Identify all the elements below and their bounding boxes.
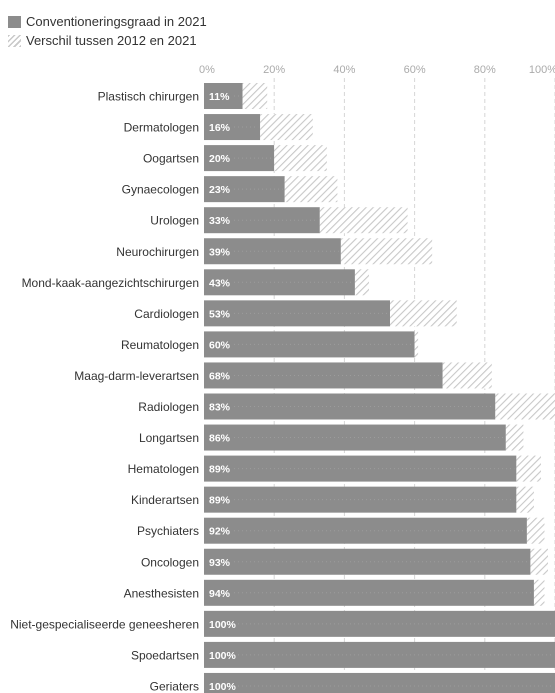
category-label: Maag-darm-leverartsen: [74, 369, 199, 383]
value-label: 86%: [209, 433, 231, 445]
bar-diff: [442, 362, 492, 389]
bar-diff: [319, 207, 408, 234]
x-axis-ticks: 0% 20% 40% 60% 80% 100%: [199, 64, 555, 76]
bar-current: [204, 517, 527, 544]
legend-label-current: Conventioneringsgraad in 2021: [26, 14, 207, 29]
bar-diff: [505, 424, 524, 451]
value-label: 23%: [209, 184, 231, 196]
value-label: 94%: [209, 588, 231, 600]
bar-current: [204, 207, 320, 234]
category-label: Geriaters: [150, 679, 199, 693]
category-label: Niet-gespecialiseerde geneesheren: [10, 617, 199, 631]
category-label: Kinderartsen: [131, 493, 199, 507]
category-label: Radiologen: [138, 400, 199, 414]
category-label: Longartsen: [139, 431, 199, 445]
bar-current: [204, 176, 285, 203]
category-label: Anesthesisten: [124, 586, 199, 600]
category-labels: Plastisch chirurgen Dermatologen Oogartsen…: [10, 90, 199, 693]
bar-current: [204, 672, 555, 693]
value-label: 89%: [209, 495, 231, 507]
value-label: 53%: [209, 308, 231, 320]
bar-diff: [260, 114, 313, 141]
bar-diff: [530, 548, 548, 575]
bar-current: [204, 393, 496, 420]
value-label: 100%: [209, 619, 237, 631]
legend-swatch-current: [8, 15, 21, 28]
category-label: Mond-kaak-aangezichtschirurgen: [22, 276, 199, 290]
category-label: Cardiologen: [134, 307, 199, 321]
legend-item-diff: Verschil tussen 2012 en 2021: [8, 31, 207, 50]
legend-label-diff: Verschil tussen 2012 en 2021: [26, 33, 197, 48]
category-label: Plastisch chirurgen: [98, 90, 199, 104]
category-label: Reumatologen: [121, 338, 199, 352]
bar-diff: [340, 238, 433, 265]
category-label: Urologen: [150, 214, 199, 228]
bar-diff: [526, 517, 545, 544]
value-label: 16%: [209, 122, 231, 134]
value-label: 83%: [209, 402, 231, 414]
value-label: 39%: [209, 246, 231, 258]
value-label: 92%: [209, 526, 231, 538]
value-label: 68%: [209, 370, 231, 382]
value-label: 93%: [209, 557, 231, 569]
category-label: Psychiaters: [137, 524, 199, 538]
x-tick-label: 100%: [529, 64, 555, 76]
value-label: 100%: [209, 681, 237, 693]
x-tick-label: 0%: [199, 64, 215, 76]
category-label: Oogartsen: [143, 152, 199, 166]
bar-current: [204, 579, 534, 606]
bars: 11% 16% 20% 23% 33% 39% 43% 53% 60% 68% 83% 86% 89% 8…: [204, 83, 555, 693]
bar-diff: [533, 579, 545, 606]
value-label: 100%: [209, 650, 237, 662]
x-tick-label: 80%: [474, 64, 496, 76]
bar-current: [204, 300, 391, 327]
legend-swatch-diff: [8, 34, 21, 47]
category-label: Oncologen: [141, 555, 199, 569]
bar-diff: [390, 300, 457, 327]
x-tick-label: 20%: [263, 64, 285, 76]
bar-current: [204, 486, 517, 513]
category-label: Dermatologen: [124, 121, 199, 135]
bar-diff: [516, 486, 534, 513]
value-label: 43%: [209, 277, 231, 289]
x-tick-label: 60%: [404, 64, 426, 76]
bar-diff: [495, 393, 555, 420]
bar-diff: [274, 145, 327, 172]
value-label: 60%: [209, 339, 231, 351]
category-label: Spoedartsen: [131, 648, 199, 662]
bar-diff: [516, 455, 541, 482]
bar-diff: [414, 331, 419, 358]
bar-current: [204, 269, 355, 296]
legend-item-current: Conventioneringsgraad in 2021: [8, 12, 207, 31]
bar-diff: [284, 176, 338, 203]
value-label: 20%: [209, 153, 231, 165]
category-label: Hematologen: [128, 462, 199, 476]
category-label: Neurochirurgen: [116, 245, 199, 259]
bar-diff: [354, 269, 369, 296]
category-label: Gynaecologen: [122, 183, 199, 197]
value-label: 33%: [209, 215, 231, 227]
value-label: 11%: [209, 91, 230, 103]
value-label: 89%: [209, 464, 231, 476]
bar-current: [204, 331, 415, 358]
bar-current: [204, 83, 243, 109]
legend: Conventioneringsgraad in 2021 Verschil t…: [8, 12, 207, 50]
bar-current: [204, 455, 517, 482]
bar-diff: [242, 83, 268, 109]
bar-current: [204, 548, 531, 575]
x-tick-label: 40%: [333, 64, 355, 76]
